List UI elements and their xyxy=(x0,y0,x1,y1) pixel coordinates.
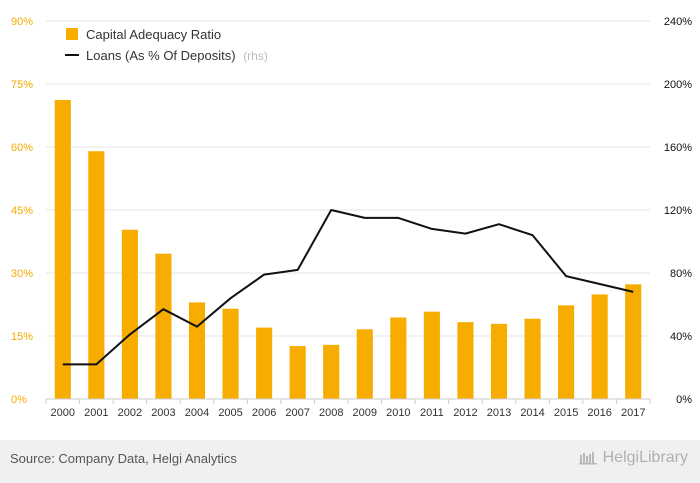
x-tick-label: 2002 xyxy=(118,407,142,419)
bar xyxy=(356,329,373,399)
x-tick-label: 2003 xyxy=(151,407,175,419)
x-tick-label: 2009 xyxy=(353,407,377,419)
bar xyxy=(256,327,273,399)
x-tick-label: 2005 xyxy=(218,407,242,419)
x-tick-label: 2000 xyxy=(51,407,75,419)
bar xyxy=(54,99,71,400)
brand-name: HelgiLibrary xyxy=(602,449,688,466)
series-line xyxy=(62,209,634,366)
y-right-tick-label: 120% xyxy=(664,205,692,217)
y-left-tick-label: 60% xyxy=(11,142,33,154)
bar-series xyxy=(54,99,642,400)
y-right-tick-label: 200% xyxy=(664,79,692,91)
legend-swatch-bar xyxy=(66,28,78,40)
x-tick-label: 2001 xyxy=(84,407,108,419)
x-tick-label: 2015 xyxy=(554,407,578,419)
y-left-tick-label: 45% xyxy=(11,205,33,217)
bar xyxy=(289,346,306,399)
bar xyxy=(155,253,172,399)
x-tick-label: 2016 xyxy=(587,407,611,419)
gridlines xyxy=(46,20,650,337)
x-tick-label: 2007 xyxy=(285,407,309,419)
y-right-tick-label: 40% xyxy=(670,331,692,343)
bar xyxy=(558,305,575,399)
bar xyxy=(323,344,340,399)
y-left-tick-label: 0% xyxy=(11,394,27,406)
x-tick-label: 2013 xyxy=(487,407,511,419)
x-tick-label: 2014 xyxy=(520,407,544,419)
y-left-tick-label: 30% xyxy=(11,268,33,280)
axes: 0% 15% 30% 45% 60% 75% 90% 0% 40% 80% 120% 160% 200%… xyxy=(11,16,692,419)
y-left-tick-label: 15% xyxy=(11,331,33,343)
x-tick-label: 2004 xyxy=(185,407,209,419)
library-icon xyxy=(578,452,597,465)
y-left-tick-label: 90% xyxy=(11,16,33,28)
bar xyxy=(591,294,608,399)
bar xyxy=(524,318,541,399)
bar xyxy=(625,284,642,399)
x-tick-label: 2006 xyxy=(252,407,276,419)
bar xyxy=(88,151,105,399)
x-tick-label: 2011 xyxy=(420,407,444,419)
y-left-tick-label: 75% xyxy=(11,79,33,91)
legend: Capital Adequacy Ratio Loans (As % Of De… xyxy=(65,27,268,63)
bar xyxy=(490,323,508,399)
line-series xyxy=(62,209,634,366)
legend-label-line-name: Loans (As % Of Deposits) xyxy=(86,48,236,63)
x-tick-label: 2008 xyxy=(319,407,343,419)
bar xyxy=(390,317,407,399)
bar xyxy=(222,308,239,399)
brand-logo: HelgiLibrary xyxy=(578,449,688,467)
y-right-tick-label: 240% xyxy=(664,16,692,28)
footer: Source: Company Data, Helgi Analytics He… xyxy=(0,440,700,483)
x-tick-label: 2010 xyxy=(386,407,410,419)
legend-label-bar: Capital Adequacy Ratio xyxy=(86,27,221,42)
legend-label-line: Loans (As % Of Deposits) (rhs) xyxy=(86,48,268,63)
y-right-tick-label: 80% xyxy=(670,268,692,280)
bar xyxy=(423,311,440,399)
bar xyxy=(457,322,474,399)
bar xyxy=(188,302,206,399)
bar xyxy=(121,229,138,399)
y-right-tick-label: 0% xyxy=(676,394,692,406)
y-right-tick-label: 160% xyxy=(664,142,692,154)
x-tick-label: 2017 xyxy=(621,407,645,419)
legend-label-line-suffix: (rhs) xyxy=(243,49,268,63)
x-tick-label: 2012 xyxy=(453,407,477,419)
source-text: Source: Company Data, Helgi Analytics xyxy=(10,451,237,466)
